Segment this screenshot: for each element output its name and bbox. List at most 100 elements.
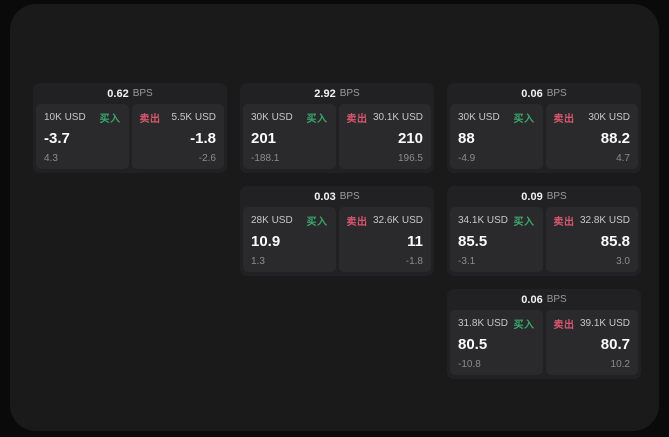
bps-value: 0.09	[521, 190, 543, 203]
sell-button[interactable]: 卖出	[346, 114, 368, 125]
buy-button[interactable]: 买入	[513, 217, 535, 228]
bps-unit-label: BPS	[546, 191, 567, 202]
buy-sub-value: -188.1	[251, 153, 280, 164]
sell-sub-value: 10.2	[610, 359, 630, 370]
sell-panel-header: 卖出 32.8K USD	[554, 213, 631, 228]
buy-panel-header: 34.1K USD 买入	[458, 213, 535, 228]
card-body: 31.8K USD 买入 80.5 -10.8 卖出 39.1K USD 80.…	[450, 310, 638, 375]
cards-grid: 0.62 BPS 10K USD 买入 -3.7 4.3 卖出 5.5K USD…	[33, 83, 641, 379]
buy-price: 88	[458, 130, 475, 147]
card-body: 30K USD 买入 88 -4.9 卖出 30K USD 88.2 4.7	[450, 104, 638, 169]
sell-amount: 30.1K USD	[372, 112, 423, 123]
buy-panel-header: 28K USD 买入	[251, 213, 328, 228]
card-header: 0.06 BPS	[450, 83, 638, 104]
bps-value: 0.06	[521, 87, 543, 100]
buy-sub-value: 1.3	[251, 256, 265, 267]
quote-card: 0.62 BPS 10K USD 买入 -3.7 4.3 卖出 5.5K USD…	[33, 83, 227, 173]
buy-amount: 30K USD	[251, 112, 293, 123]
buy-sub-value: -10.8	[458, 359, 481, 370]
buy-sub-value: -4.9	[458, 153, 476, 164]
bps-value: 0.03	[314, 190, 336, 203]
bps-unit-label: BPS	[546, 294, 567, 305]
sell-amount: 32.6K USD	[372, 215, 423, 226]
sell-amount: 5.5K USD	[171, 112, 216, 123]
buy-sub-value: 4.3	[44, 153, 58, 164]
sell-amount: 32.8K USD	[579, 215, 630, 226]
buy-panel[interactable]: 28K USD 买入 10.9 1.3	[243, 207, 336, 272]
sell-price: 88.2	[600, 130, 630, 147]
sell-amount: 39.1K USD	[579, 318, 630, 329]
sell-panel[interactable]: 卖出 5.5K USD -1.8 -2.6	[131, 104, 224, 169]
buy-price: 85.5	[458, 233, 488, 250]
sell-sub-value: 196.5	[397, 153, 423, 164]
card-header: 0.03 BPS	[243, 186, 431, 207]
quote-card: 0.03 BPS 28K USD 买入 10.9 1.3 卖出 32.6K US…	[240, 186, 434, 276]
sell-price: 85.8	[600, 233, 630, 250]
card-body: 34.1K USD 买入 85.5 -3.1 卖出 32.8K USD 85.8…	[450, 207, 638, 272]
sell-panel-header: 卖出 39.1K USD	[554, 316, 631, 331]
buy-button[interactable]: 买入	[99, 114, 121, 125]
bps-value: 0.62	[107, 87, 129, 100]
buy-price: 10.9	[251, 233, 281, 250]
sell-button[interactable]: 卖出	[553, 320, 575, 331]
buy-panel[interactable]: 10K USD 买入 -3.7 4.3	[36, 104, 129, 169]
buy-button[interactable]: 买入	[513, 114, 535, 125]
card-header: 2.92 BPS	[243, 83, 431, 104]
main-panel: 0.62 BPS 10K USD 买入 -3.7 4.3 卖出 5.5K USD…	[10, 4, 659, 431]
buy-panel[interactable]: 30K USD 买入 88 -4.9	[450, 104, 543, 169]
sell-price: 80.7	[600, 336, 630, 353]
quote-card: 0.06 BPS 31.8K USD 买入 80.5 -10.8 卖出 39.1…	[447, 289, 641, 379]
sell-sub-value: -1.8	[405, 256, 423, 267]
buy-button[interactable]: 买入	[513, 320, 535, 331]
sell-panel[interactable]: 卖出 39.1K USD 80.7 10.2	[545, 310, 638, 375]
card-header: 0.06 BPS	[450, 289, 638, 310]
bps-unit-label: BPS	[339, 88, 360, 99]
sell-panel-header: 卖出 30.1K USD	[347, 110, 424, 125]
bps-unit-label: BPS	[546, 88, 567, 99]
sell-panel[interactable]: 卖出 32.6K USD 11 -1.8	[338, 207, 431, 272]
buy-panel[interactable]: 31.8K USD 买入 80.5 -10.8	[450, 310, 543, 375]
buy-amount: 30K USD	[458, 112, 500, 123]
card-header: 0.62 BPS	[36, 83, 224, 104]
sell-price: -1.8	[190, 130, 216, 147]
buy-price: -3.7	[44, 130, 70, 147]
sell-button[interactable]: 卖出	[346, 217, 368, 228]
card-body: 10K USD 买入 -3.7 4.3 卖出 5.5K USD -1.8 -2.…	[36, 104, 224, 169]
card-body: 30K USD 买入 201 -188.1 卖出 30.1K USD 210 1…	[243, 104, 431, 169]
card-body: 28K USD 买入 10.9 1.3 卖出 32.6K USD 11 -1.8	[243, 207, 431, 272]
buy-panel[interactable]: 30K USD 买入 201 -188.1	[243, 104, 336, 169]
buy-button[interactable]: 买入	[306, 217, 328, 228]
sell-button[interactable]: 卖出	[553, 217, 575, 228]
buy-button[interactable]: 买入	[306, 114, 328, 125]
sell-button[interactable]: 卖出	[139, 114, 161, 125]
bps-unit-label: BPS	[132, 88, 153, 99]
buy-panel-header: 10K USD 买入	[44, 110, 121, 125]
card-header: 0.09 BPS	[450, 186, 638, 207]
sell-panel[interactable]: 卖出 30K USD 88.2 4.7	[545, 104, 638, 169]
buy-amount: 10K USD	[44, 112, 86, 123]
sell-sub-value: -2.6	[198, 153, 216, 164]
buy-panel-header: 30K USD 买入	[458, 110, 535, 125]
sell-sub-value: 3.0	[616, 256, 630, 267]
sell-panel-header: 卖出 30K USD	[554, 110, 631, 125]
buy-panel-header: 30K USD 买入	[251, 110, 328, 125]
quote-card: 0.09 BPS 34.1K USD 买入 85.5 -3.1 卖出 32.8K…	[447, 186, 641, 276]
bps-unit-label: BPS	[339, 191, 360, 202]
sell-panel[interactable]: 卖出 32.8K USD 85.8 3.0	[545, 207, 638, 272]
sell-price: 210	[397, 130, 423, 147]
sell-panel[interactable]: 卖出 30.1K USD 210 196.5	[338, 104, 431, 169]
buy-price: 80.5	[458, 336, 488, 353]
sell-sub-value: 4.7	[616, 153, 630, 164]
bps-value: 0.06	[521, 293, 543, 306]
sell-button[interactable]: 卖出	[553, 114, 575, 125]
sell-panel-header: 卖出 32.6K USD	[347, 213, 424, 228]
buy-panel-header: 31.8K USD 买入	[458, 316, 535, 331]
buy-amount: 34.1K USD	[458, 215, 509, 226]
sell-amount: 30K USD	[588, 112, 630, 123]
buy-sub-value: -3.1	[458, 256, 476, 267]
buy-panel[interactable]: 34.1K USD 买入 85.5 -3.1	[450, 207, 543, 272]
bps-value: 2.92	[314, 87, 336, 100]
buy-amount: 28K USD	[251, 215, 293, 226]
sell-price: 11	[407, 233, 423, 250]
quote-card: 2.92 BPS 30K USD 买入 201 -188.1 卖出 30.1K …	[240, 83, 434, 173]
